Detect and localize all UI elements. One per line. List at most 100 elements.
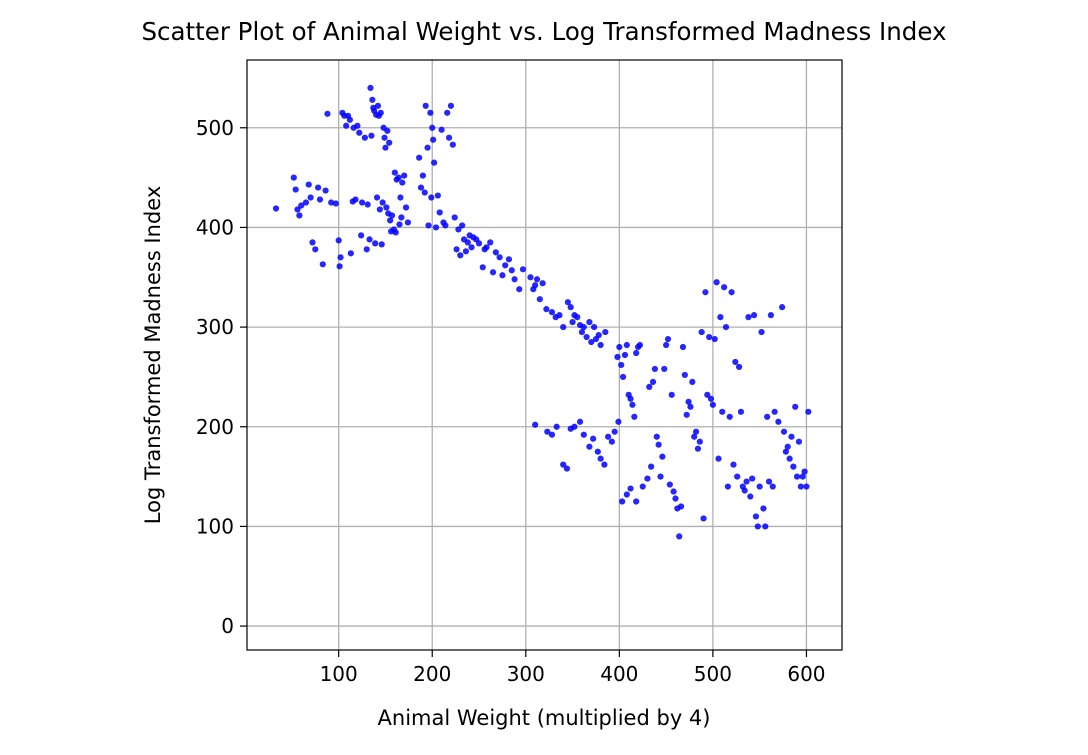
- scatter-point: [586, 443, 593, 450]
- scatter-point: [569, 319, 576, 326]
- scatter-point: [576, 418, 584, 425]
- scatter-point: [627, 485, 634, 492]
- scatter-point: [378, 241, 385, 248]
- scatter-point: [614, 353, 621, 361]
- scatter-point: [732, 358, 739, 366]
- scatter-point: [750, 312, 758, 319]
- scatter-point: [653, 433, 660, 440]
- scatter-point: [681, 371, 688, 379]
- scatter-point: [623, 491, 630, 498]
- scatter-point: [659, 453, 666, 460]
- scatter-point: [487, 239, 494, 246]
- x-tick-label: 200: [413, 662, 451, 686]
- scatter-point: [397, 194, 404, 201]
- scatter-point: [795, 438, 803, 445]
- scatter-point: [631, 413, 638, 420]
- scatter-point: [666, 481, 673, 488]
- scatter-point: [792, 403, 799, 410]
- scatter-point: [793, 473, 801, 480]
- scatter-point: [328, 199, 335, 206]
- scatter-point: [655, 441, 662, 448]
- scatter-point: [536, 296, 543, 303]
- scatter-points: [272, 84, 812, 540]
- scatter-point: [505, 256, 513, 263]
- scatter-point: [586, 319, 593, 326]
- scatter-point: [627, 395, 634, 402]
- scatter-point: [769, 483, 776, 490]
- scatter-point: [404, 219, 412, 226]
- scatter-point: [361, 134, 368, 141]
- x-tick-label: 500: [694, 662, 732, 686]
- scatter-point: [657, 473, 664, 480]
- scatter-point: [687, 403, 694, 410]
- scatter-point: [689, 378, 696, 386]
- scatter-point: [332, 200, 339, 207]
- scatter-point: [722, 323, 730, 331]
- scatter-point: [639, 483, 646, 490]
- scatter-point: [590, 323, 598, 331]
- scatter-point: [745, 314, 752, 321]
- scatter-point: [597, 341, 604, 349]
- scatter-point: [319, 261, 326, 268]
- scatter-point: [602, 328, 609, 336]
- scatter-point: [451, 214, 458, 221]
- scatter-point: [479, 264, 486, 271]
- scatter-point: [445, 134, 453, 141]
- scatter-point: [619, 373, 627, 381]
- scatter-point: [601, 461, 608, 468]
- scatter-point: [416, 154, 423, 161]
- scatter-point: [347, 250, 354, 257]
- scatter-point: [392, 229, 399, 236]
- scatter-point: [511, 276, 518, 283]
- scatter-point: [539, 280, 546, 287]
- scatter-point: [444, 109, 451, 116]
- scatter-point: [346, 116, 354, 123]
- scatter-point: [468, 244, 475, 251]
- scatter-point: [760, 505, 767, 512]
- scatter-point: [447, 102, 455, 109]
- grid-lines: [247, 60, 842, 650]
- scatter-point: [782, 448, 789, 455]
- scatter-point: [676, 533, 683, 540]
- scatter-point: [590, 435, 597, 442]
- scatter-point: [594, 448, 601, 455]
- scatter-point: [711, 335, 718, 343]
- scatter-point: [668, 391, 675, 398]
- scatter-point: [709, 401, 716, 408]
- scatter-point: [398, 214, 405, 221]
- scatter-point: [383, 204, 390, 211]
- scatter-point: [419, 172, 426, 179]
- scatter-point: [595, 331, 602, 339]
- x-tick-label: 400: [600, 662, 638, 686]
- scatter-point: [664, 335, 672, 343]
- scatter-point: [396, 221, 403, 228]
- scatter-point: [726, 413, 733, 420]
- scatter-point: [401, 172, 408, 179]
- scatter-point: [719, 408, 726, 415]
- scatter-point: [663, 341, 670, 349]
- scatter-point: [298, 202, 305, 209]
- scatter-point: [775, 418, 782, 425]
- scatter-point: [741, 487, 748, 494]
- scatter-point: [382, 144, 389, 151]
- scatter-point: [661, 365, 668, 373]
- scatter-point: [672, 495, 679, 502]
- scatter-point: [564, 299, 571, 306]
- x-tick-label: 100: [320, 662, 358, 686]
- axis-ticks: 100 200 300 400 500 600 0 100 200 300 400 500: [196, 116, 826, 686]
- scatter-point: [367, 84, 374, 92]
- scatter-point: [805, 408, 812, 415]
- scatter-point: [316, 196, 324, 203]
- scatter-point: [376, 206, 383, 213]
- scatter-point: [649, 378, 657, 386]
- scatter-point: [272, 205, 280, 212]
- scatter-point: [615, 418, 622, 425]
- scatter-point: [648, 463, 655, 470]
- scatter-point: [765, 478, 773, 485]
- x-tick-label: 300: [507, 662, 545, 686]
- scatter-point: [438, 126, 445, 133]
- scatter-point: [489, 269, 497, 276]
- scatter-point: [704, 391, 711, 398]
- scatter-point: [698, 328, 705, 336]
